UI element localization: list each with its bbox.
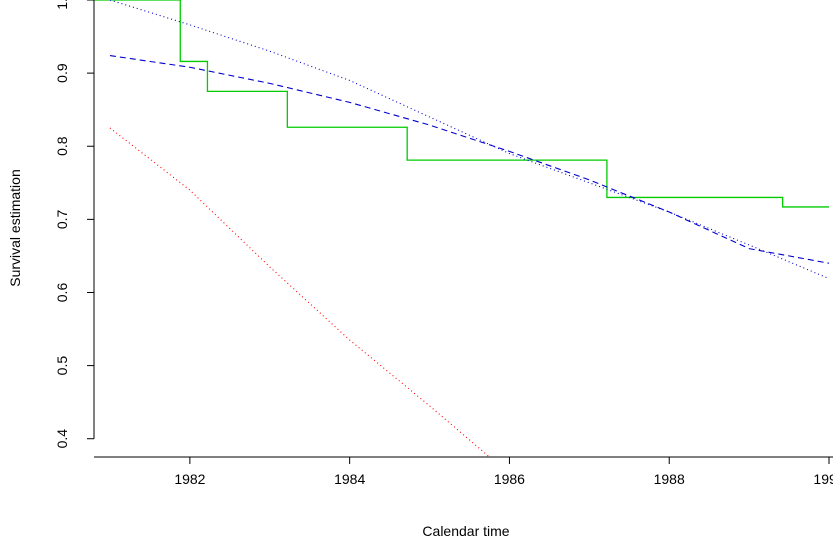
y-axis-title: Survival estimation — [7, 169, 23, 287]
series-line-3 — [109, 0, 830, 280]
y-tick-label: 0.5 — [54, 356, 70, 376]
x-tick-label: 1990 — [813, 471, 833, 487]
x-tick-label: 1986 — [494, 471, 525, 487]
y-tick-label: 0.7 — [54, 209, 70, 229]
y-tick-label: 0.6 — [54, 283, 70, 303]
plot-lines — [94, 0, 830, 457]
series-line-4 — [109, 127, 490, 457]
y-tick-label: 0.9 — [54, 63, 70, 83]
series-line-2 — [109, 55, 830, 264]
series-line-1 — [94, 0, 830, 208]
x-tick-label: 1988 — [654, 471, 685, 487]
x-axis-title: Calendar time — [422, 523, 509, 539]
y-tick-label: 0.4 — [54, 429, 70, 449]
y-tick-label: 1.0 — [54, 0, 70, 10]
x-tick-label: 1984 — [334, 471, 365, 487]
y-tick-label: 0.8 — [54, 136, 70, 156]
x-tick-label: 1982 — [174, 471, 205, 487]
axes: 0.4 0.5 0.6 0.7 0.8 0.9 1.0 1982 1984 1986 1988 199… — [54, 0, 833, 487]
